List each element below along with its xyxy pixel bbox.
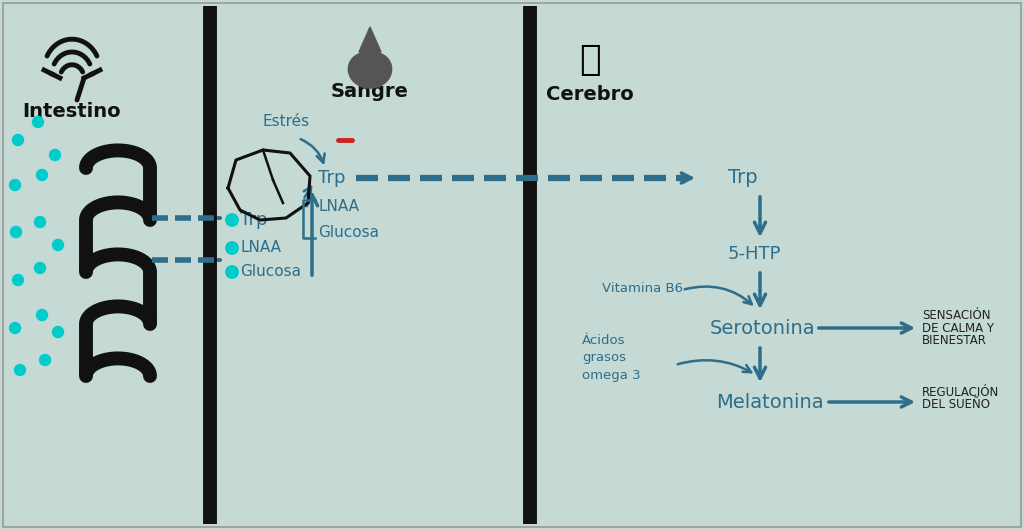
Circle shape <box>12 135 24 146</box>
Text: BIENESTAR: BIENESTAR <box>922 333 987 347</box>
Text: Serotonina: Serotonina <box>710 319 816 338</box>
Circle shape <box>35 216 45 227</box>
Text: Glucosa: Glucosa <box>240 264 301 279</box>
Text: Glucosa: Glucosa <box>318 225 379 241</box>
Ellipse shape <box>356 49 384 75</box>
Text: 5-HTP: 5-HTP <box>728 245 781 263</box>
Circle shape <box>37 170 47 181</box>
Text: Melatonina: Melatonina <box>716 393 823 411</box>
Circle shape <box>9 322 20 333</box>
Text: Sangre: Sangre <box>331 83 409 102</box>
Text: Trp: Trp <box>240 211 267 229</box>
Text: LNAA: LNAA <box>240 241 281 255</box>
Text: Vitamina B6: Vitamina B6 <box>602 281 683 295</box>
Circle shape <box>9 180 20 190</box>
Circle shape <box>52 240 63 251</box>
Text: REGULACIÓN: REGULACIÓN <box>922 385 999 399</box>
Text: 🧠: 🧠 <box>580 43 601 77</box>
Circle shape <box>226 214 239 226</box>
Text: Ácidos
grasos
omega 3: Ácidos grasos omega 3 <box>582 334 641 382</box>
Circle shape <box>226 242 239 254</box>
Text: LNAA: LNAA <box>318 199 359 215</box>
Text: Cerebro: Cerebro <box>546 85 634 104</box>
Circle shape <box>52 326 63 338</box>
Circle shape <box>35 262 45 273</box>
Text: Estrés: Estrés <box>262 114 309 129</box>
Circle shape <box>49 149 60 161</box>
Text: Trp: Trp <box>318 169 345 187</box>
Circle shape <box>37 310 47 321</box>
Polygon shape <box>348 52 392 88</box>
Circle shape <box>33 117 43 128</box>
Text: Intestino: Intestino <box>23 102 121 121</box>
Text: Trp: Trp <box>728 169 758 188</box>
Circle shape <box>40 355 50 366</box>
Circle shape <box>226 266 239 278</box>
Text: DEL SUEÑO: DEL SUEÑO <box>922 398 990 411</box>
Circle shape <box>12 275 24 286</box>
Text: DE CALMA Y: DE CALMA Y <box>922 322 994 334</box>
Text: SENSACIÓN: SENSACIÓN <box>922 310 990 322</box>
Circle shape <box>10 226 22 237</box>
Circle shape <box>14 365 26 375</box>
Polygon shape <box>359 27 381 52</box>
